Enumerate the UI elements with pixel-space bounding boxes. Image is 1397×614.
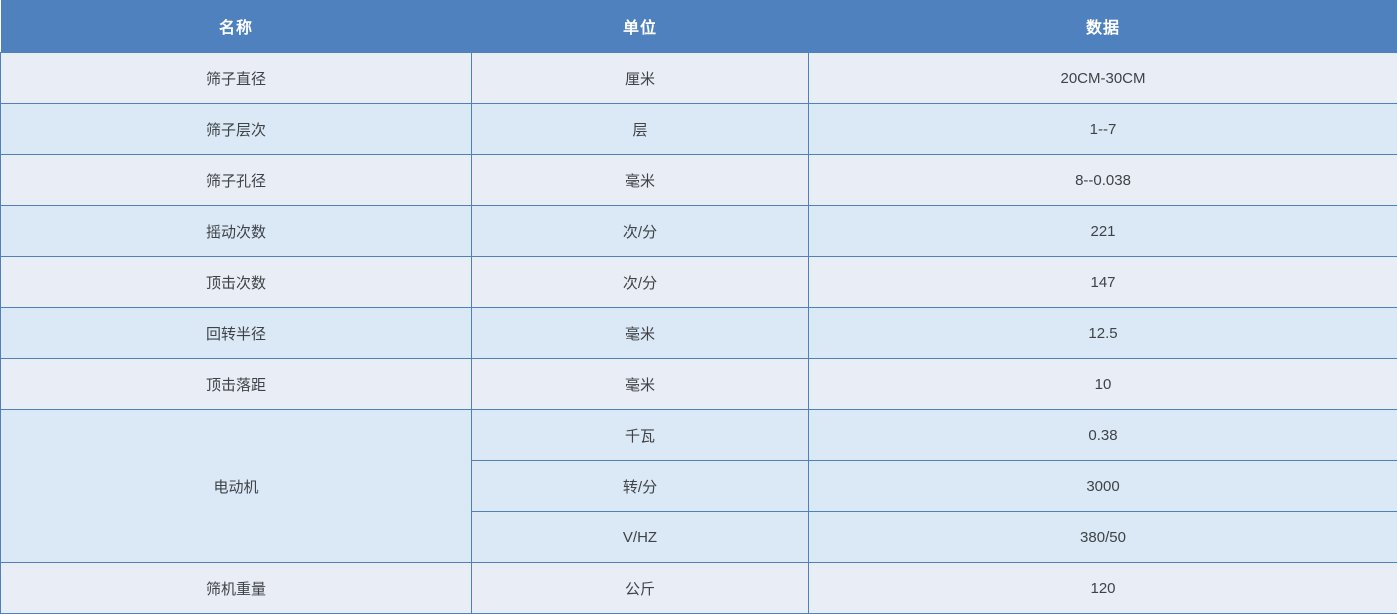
name-cell: 顶击次数 <box>1 257 472 308</box>
unit-cell: 厘米 <box>472 53 809 104</box>
header-row: 名称 单位 数据 <box>1 0 1397 53</box>
data-cell: 380/50 <box>809 512 1397 563</box>
unit-cell: 层 <box>472 104 809 155</box>
name-cell: 电动机 <box>1 410 472 563</box>
unit-cell: 次/分 <box>472 257 809 308</box>
header-cell-name: 名称 <box>1 0 472 53</box>
name-cell: 筛子层次 <box>1 104 472 155</box>
data-cell: 20CM-30CM <box>809 53 1397 104</box>
name-cell: 筛机重量 <box>1 563 472 614</box>
data-cell: 12.5 <box>809 308 1397 359</box>
data-cell: 1--7 <box>809 104 1397 155</box>
unit-cell: 公斤 <box>472 563 809 614</box>
unit-cell: 次/分 <box>472 206 809 257</box>
unit-cell: 毫米 <box>472 155 809 206</box>
data-cell: 0.38 <box>809 410 1397 461</box>
unit-cell: 转/分 <box>472 461 809 512</box>
data-cell: 3000 <box>809 461 1397 512</box>
name-cell: 摇动次数 <box>1 206 472 257</box>
header-cell-unit: 单位 <box>472 0 809 53</box>
unit-cell: 毫米 <box>472 308 809 359</box>
name-cell: 顶击落距 <box>1 359 472 410</box>
name-cell: 筛子孔径 <box>1 155 472 206</box>
header-cell-data: 数据 <box>809 0 1397 53</box>
name-cell: 回转半径 <box>1 308 472 359</box>
unit-cell: 毫米 <box>472 359 809 410</box>
unit-cell: V/HZ <box>472 512 809 563</box>
table-header: 名称 单位 数据 <box>1 0 1397 53</box>
data-cell: 221 <box>809 206 1397 257</box>
data-cell: 120 <box>809 563 1397 614</box>
name-cell: 筛子直径 <box>1 53 472 104</box>
data-cell: 147 <box>809 257 1397 308</box>
unit-cell: 千瓦 <box>472 410 809 461</box>
data-cell: 10 <box>809 359 1397 410</box>
data-cell: 8--0.038 <box>809 155 1397 206</box>
